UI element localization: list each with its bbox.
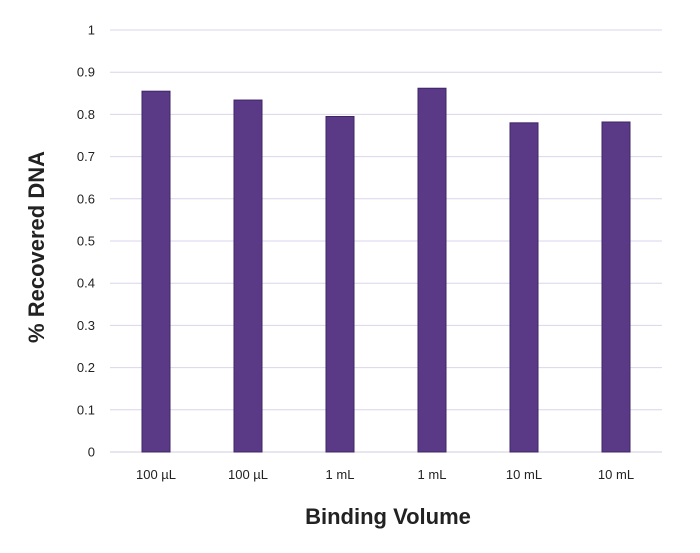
- bars: [141, 87, 631, 453]
- y-tick-label: 0.4: [77, 276, 95, 291]
- bar: [141, 90, 171, 453]
- y-tick-label: 0.6: [77, 191, 95, 206]
- y-tick-label: 1: [88, 23, 95, 38]
- x-tick-label: 100 µL: [136, 467, 176, 482]
- y-tick-label: 0.9: [77, 65, 95, 80]
- y-tick-label: 0.5: [77, 234, 95, 249]
- x-tick-label: 10 mL: [598, 467, 634, 482]
- bar: [233, 99, 263, 453]
- bar: [509, 122, 539, 453]
- y-tick-label: 0.2: [77, 360, 95, 375]
- gridlines: [110, 29, 662, 453]
- y-tick-label: 0.7: [77, 149, 95, 164]
- bar: [417, 87, 447, 453]
- x-tick-label: 1 mL: [418, 467, 447, 482]
- x-tick-labels: 100 µL 100 µL 1 mL 1 mL 10 mL 10 mL: [136, 467, 634, 482]
- y-axis-title: % Recovered DNA: [24, 151, 49, 343]
- x-tick-label: 1 mL: [326, 467, 355, 482]
- bar: [601, 121, 631, 453]
- y-tick-label: 0: [88, 445, 95, 460]
- bar: [325, 116, 355, 453]
- y-tick-label: 0.1: [77, 402, 95, 417]
- x-tick-label: 100 µL: [228, 467, 268, 482]
- y-tick-labels: 0 0.1 0.2 0.3 0.4 0.5 0.6 0.7 0.8 0.9 1: [77, 23, 95, 460]
- x-axis-title: Binding Volume: [305, 504, 471, 529]
- y-tick-label: 0.8: [77, 107, 95, 122]
- y-tick-label: 0.3: [77, 318, 95, 333]
- x-tick-label: 10 mL: [506, 467, 542, 482]
